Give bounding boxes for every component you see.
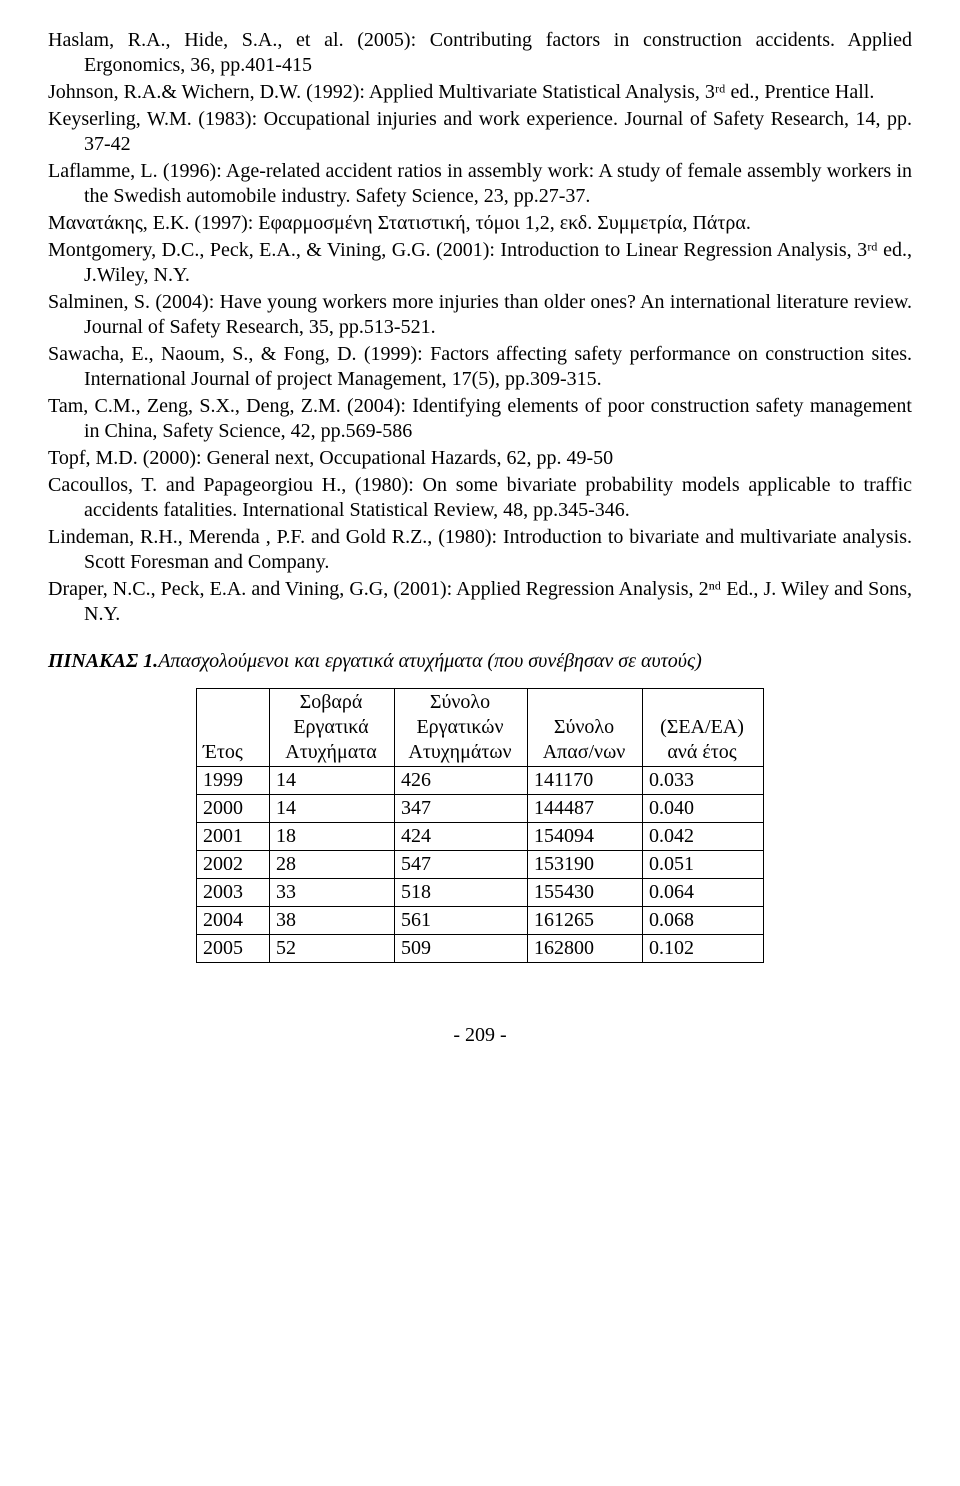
table-cell: 0.042	[643, 823, 764, 851]
page-number: - 209 -	[48, 1023, 912, 1048]
reference-entry: Keyserling, W.M. (1983): Occupational in…	[48, 107, 912, 157]
table-cell: 144487	[528, 795, 643, 823]
table-cell: 547	[395, 851, 528, 879]
table-cell: 1999	[197, 767, 270, 795]
table-cell: 28	[270, 851, 395, 879]
table-cell: 162800	[528, 935, 643, 963]
table-cell: 52	[270, 935, 395, 963]
table-row: 2005525091628000.102	[197, 935, 764, 963]
table-cell: 0.068	[643, 907, 764, 935]
table-cell: 161265	[528, 907, 643, 935]
table-row: 2000143471444870.040	[197, 795, 764, 823]
reference-entry: Salminen, S. (2004): Have young workers …	[48, 290, 912, 340]
table-cell: 509	[395, 935, 528, 963]
table-cell: 2001	[197, 823, 270, 851]
table-cell: 426	[395, 767, 528, 795]
table-caption: ΠΙΝΑΚΑΣ 1.Απασχολούμενοι και εργατικά ατ…	[48, 649, 912, 674]
data-table: ΈτοςΣοβαράΕργατικάΑτυχήματαΣύνολοΕργατικ…	[196, 688, 764, 963]
table-cell: 2004	[197, 907, 270, 935]
table-cell: 154094	[528, 823, 643, 851]
table-row: 1999144261411700.033	[197, 767, 764, 795]
table-row: 2001184241540940.042	[197, 823, 764, 851]
table-cell: 141170	[528, 767, 643, 795]
reference-entry: Sawacha, E., Naoum, S., & Fong, D. (1999…	[48, 342, 912, 392]
table-row: 2004385611612650.068	[197, 907, 764, 935]
reference-entry: Laflamme, L. (1996): Age-related acciden…	[48, 159, 912, 209]
table-cell: 14	[270, 767, 395, 795]
reference-entry: Johnson, R.A.& Wichern, D.W. (1992): App…	[48, 80, 912, 105]
reference-entry: Montgomery, D.C., Peck, E.A., & Vining, …	[48, 238, 912, 288]
references-list: Haslam, R.A., Hide, S.A., et al. (2005):…	[48, 28, 912, 627]
table-row: 2002285471531900.051	[197, 851, 764, 879]
table-head: ΈτοςΣοβαράΕργατικάΑτυχήματαΣύνολοΕργατικ…	[197, 689, 764, 767]
reference-entry: Cacoullos, T. and Papageorgiou H., (1980…	[48, 473, 912, 523]
table-header-cell: ΣύνολοΑπασ/νων	[528, 689, 643, 767]
table-cell: 33	[270, 879, 395, 907]
table-caption-lead: ΠΙΝΑΚΑΣ 1.	[48, 650, 158, 672]
table-cell: 561	[395, 907, 528, 935]
table-caption-rest: Απασχολούμενοι και εργατικά ατυχήματα (π…	[158, 650, 702, 672]
table-header-cell: (ΣΕΑ/ΕΑ)ανά έτος	[643, 689, 764, 767]
table-cell: 0.051	[643, 851, 764, 879]
table-cell: 0.040	[643, 795, 764, 823]
reference-entry: Lindeman, R.H., Merenda , P.F. and Gold …	[48, 525, 912, 575]
table-cell: 38	[270, 907, 395, 935]
reference-entry: Haslam, R.A., Hide, S.A., et al. (2005):…	[48, 28, 912, 78]
table-header-cell: ΣοβαράΕργατικάΑτυχήματα	[270, 689, 395, 767]
table-row: 2003335181554300.064	[197, 879, 764, 907]
table-cell: 14	[270, 795, 395, 823]
table-cell: 0.102	[643, 935, 764, 963]
reference-entry: Draper, N.C., Peck, E.A. and Vining, G.G…	[48, 577, 912, 627]
table-cell: 18	[270, 823, 395, 851]
table-cell: 424	[395, 823, 528, 851]
table-cell: 2003	[197, 879, 270, 907]
reference-entry: Μανατάκης, Ε.Κ. (1997): Εφαρμοσμένη Στατ…	[48, 211, 912, 236]
table-cell: 347	[395, 795, 528, 823]
table-cell: 2005	[197, 935, 270, 963]
table-header-cell: Έτος	[197, 689, 270, 767]
table-cell: 2002	[197, 851, 270, 879]
table-cell: 153190	[528, 851, 643, 879]
reference-entry: Topf, M.D. (2000): General next, Occupat…	[48, 446, 912, 471]
table-cell: 2000	[197, 795, 270, 823]
reference-entry: Tam, C.M., Zeng, S.X., Deng, Z.M. (2004)…	[48, 394, 912, 444]
table-cell: 155430	[528, 879, 643, 907]
table-header-cell: ΣύνολοΕργατικώνΑτυχημάτων	[395, 689, 528, 767]
table-cell: 0.033	[643, 767, 764, 795]
table-body: 1999144261411700.0332000143471444870.040…	[197, 767, 764, 963]
table-cell: 0.064	[643, 879, 764, 907]
table-cell: 518	[395, 879, 528, 907]
